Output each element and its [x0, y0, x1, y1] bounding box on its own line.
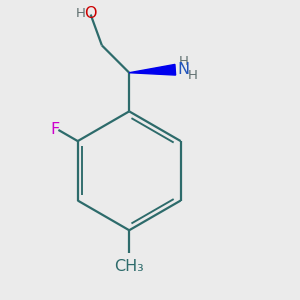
Text: H: H [75, 7, 85, 20]
Text: O: O [84, 6, 97, 21]
Polygon shape [129, 64, 176, 75]
Text: F: F [50, 122, 59, 137]
Text: H: H [178, 55, 188, 68]
Text: CH₃: CH₃ [114, 259, 144, 274]
Text: N: N [178, 62, 190, 77]
Text: H: H [188, 69, 198, 82]
